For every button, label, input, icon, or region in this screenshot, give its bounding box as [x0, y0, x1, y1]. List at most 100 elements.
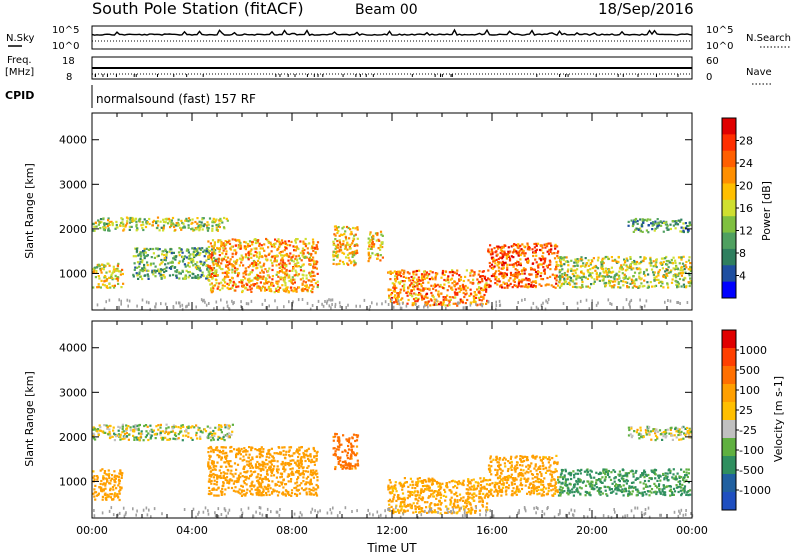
scatter-cell — [258, 255, 261, 258]
scatter-cell — [393, 288, 396, 291]
scatter-cell — [195, 424, 198, 427]
scatter-cell — [99, 469, 102, 472]
scatter-cell — [259, 469, 263, 472]
scatter-cell — [468, 486, 471, 489]
scatter-cell — [214, 274, 217, 277]
scatter-cell — [442, 286, 445, 290]
scatter-cell — [308, 252, 311, 255]
scatter-cell — [146, 261, 149, 264]
scatter-cell — [264, 279, 267, 282]
scatter-cell — [309, 461, 313, 464]
scatter-cell — [400, 280, 403, 283]
scatter-cell — [535, 276, 538, 279]
scatter-cell — [283, 242, 286, 245]
scatter-cell — [680, 256, 683, 259]
scatter-cell — [464, 302, 467, 305]
scatter-cell — [431, 294, 434, 297]
scatter-cell — [355, 243, 358, 246]
scatter-cell — [555, 267, 558, 270]
scatter-cell — [229, 478, 232, 481]
ground-scatter-cell — [630, 298, 633, 302]
scatter-cell — [208, 455, 212, 459]
scatter-cell — [114, 274, 117, 277]
scatter-cell — [308, 490, 311, 493]
scatter-cell — [210, 253, 213, 256]
scatter-cell — [566, 273, 569, 277]
scatter-cell — [643, 256, 646, 259]
scatter-cell — [448, 296, 451, 299]
scatter-cell — [600, 261, 603, 264]
scatter-cell — [228, 435, 231, 438]
scatter-cell — [496, 247, 500, 250]
scatter-cell — [601, 265, 604, 268]
scatter-cell — [606, 255, 609, 259]
scatter-cell — [212, 438, 215, 441]
scatter-cell — [578, 275, 581, 278]
scatter-cell — [572, 279, 575, 282]
scatter-cell — [244, 478, 247, 481]
scatter-cell — [487, 250, 490, 253]
ground-scatter-cell — [345, 306, 347, 309]
scatter-cell — [395, 490, 398, 493]
scatter-cell — [138, 253, 141, 256]
scatter-cell — [550, 284, 553, 287]
scatter-cell — [100, 221, 103, 224]
scatter-cell — [367, 241, 370, 244]
scatter-cell — [106, 224, 109, 228]
scatter-cell — [255, 247, 258, 250]
scatter-cell — [521, 278, 524, 281]
scatter-cell — [446, 289, 449, 292]
scatter-cell — [240, 279, 243, 282]
scatter-cell — [415, 481, 418, 484]
scatter-cell — [96, 475, 99, 478]
scatter-cell — [644, 274, 647, 277]
scatter-cell — [276, 494, 280, 497]
scatter-cell — [344, 450, 347, 453]
scatter-cell — [119, 438, 122, 441]
scatter-cell — [533, 242, 536, 246]
power-colorbar-label: Power [dB] — [760, 181, 773, 241]
scatter-cell — [111, 278, 114, 281]
scatter-cell — [569, 276, 573, 280]
scatter-cell — [172, 437, 175, 440]
scatter-cell — [164, 221, 167, 224]
scatter-cell — [103, 264, 106, 267]
scatter-cell — [239, 241, 242, 245]
scatter-cell — [264, 258, 268, 261]
scatter-cell — [339, 456, 342, 460]
scatter-cell — [494, 282, 497, 285]
scatter-cell — [106, 478, 109, 481]
scatter-cell — [210, 479, 213, 483]
scatter-cell — [269, 288, 272, 291]
scatter-cell — [675, 220, 678, 223]
scatter-cell — [659, 262, 663, 265]
scatter-cell — [377, 238, 380, 241]
scatter-cell — [562, 282, 566, 286]
scatter-cell — [473, 484, 476, 487]
scatter-cell — [261, 463, 264, 466]
scatter-cell — [437, 503, 440, 506]
scatter-cell — [252, 284, 256, 287]
scatter-cell — [478, 298, 481, 302]
scatter-cell — [481, 280, 484, 283]
scatter-cell — [316, 450, 319, 453]
scatter-cell — [584, 264, 587, 267]
scatter-cell — [468, 294, 471, 297]
scatter-cell — [283, 280, 286, 283]
scatter-cell — [95, 269, 98, 273]
scatter-cell — [97, 492, 100, 495]
scatter-cell — [288, 449, 291, 452]
scatter-cell — [421, 274, 424, 277]
scatter-cell — [586, 269, 589, 272]
scatter-cell — [575, 261, 578, 264]
scatter-cell — [356, 251, 359, 254]
scatter-cell — [250, 473, 253, 476]
scatter-cell — [512, 263, 515, 266]
scatter-cell — [223, 284, 226, 288]
scatter-cell — [234, 283, 237, 286]
scatter-cell — [315, 245, 319, 248]
scatter-cell — [135, 225, 138, 228]
scatter-cell — [117, 433, 120, 436]
scatter-cell — [423, 501, 427, 504]
scatter-cell — [381, 245, 384, 249]
